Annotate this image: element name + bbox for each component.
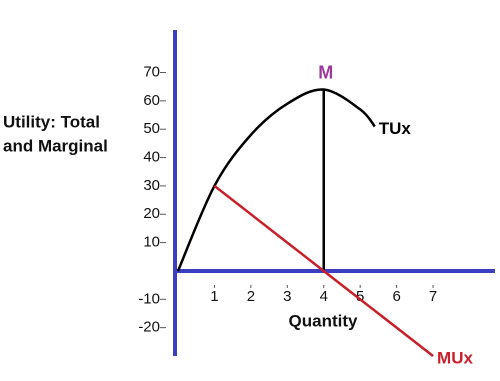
y-axis-label: Utility: Total	[3, 112, 100, 131]
x-axis-label: Quantity	[289, 311, 358, 330]
x-tick-label: 5	[356, 288, 364, 305]
x-tick-label: 3	[283, 288, 291, 305]
series-label: TUx	[379, 119, 412, 138]
x-tick-label: 6	[392, 288, 400, 305]
y-tick-label: 70	[143, 63, 160, 80]
y-tick-label: 50	[143, 120, 160, 137]
y-tick-label: 40	[143, 149, 160, 166]
x-tick-label: 1	[210, 288, 218, 305]
x-tick-label: 7	[429, 288, 437, 305]
series-line	[213, 184, 434, 357]
y-tick-label: 30	[143, 177, 160, 194]
x-tick-label: 2	[247, 288, 255, 305]
peak-label: M	[318, 62, 333, 82]
y-tick-label: 60	[143, 92, 160, 109]
y-tick-label: -10	[138, 290, 160, 307]
y-tick-label: 10	[143, 234, 160, 251]
y-tick-label: 20	[143, 205, 160, 222]
series-label: MUx	[437, 348, 473, 367]
y-tick-label: -20	[138, 319, 160, 336]
y-axis-label: and Marginal	[3, 136, 108, 155]
series-line	[176, 88, 376, 272]
x-tick-label: 4	[320, 288, 328, 305]
